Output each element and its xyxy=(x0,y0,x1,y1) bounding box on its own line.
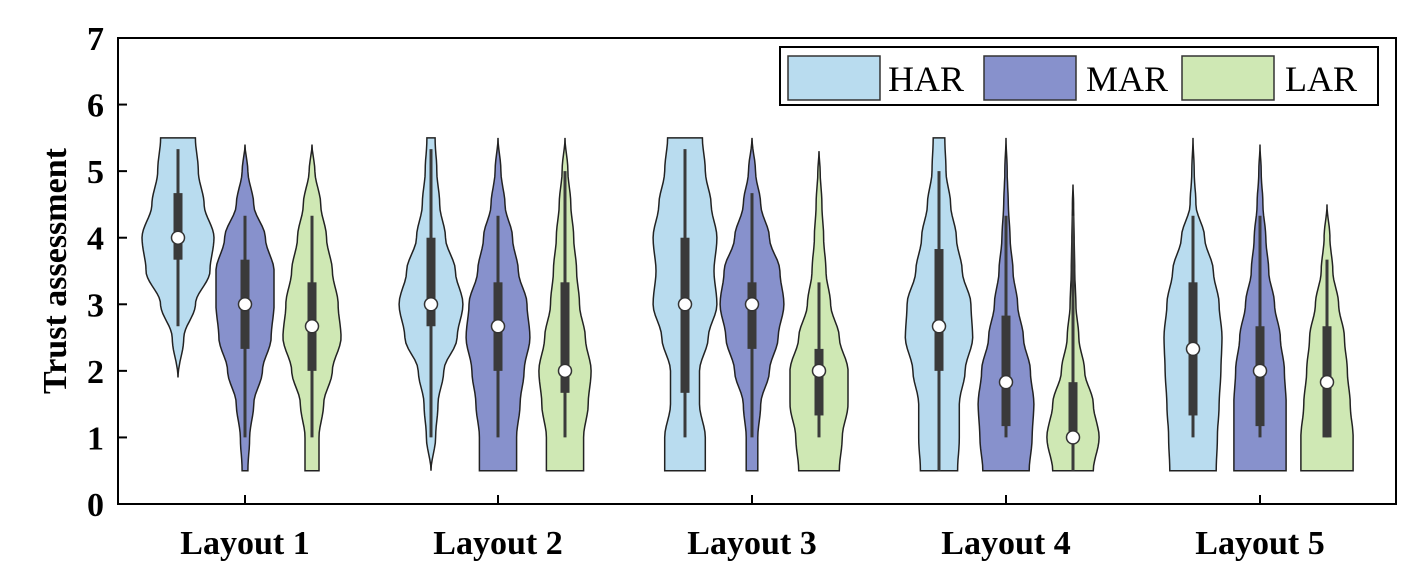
legend-swatch-lar xyxy=(1181,55,1275,101)
violin-median-point xyxy=(677,297,693,312)
violin-median-point xyxy=(304,319,320,334)
violin-median-point xyxy=(931,319,947,334)
x-category-label: Layout 3 xyxy=(687,525,816,562)
x-axis-categories: Layout 1 Layout 2 Layout 3 Layout 4 Layout 5 xyxy=(180,495,1325,562)
violins-layer xyxy=(141,137,1354,472)
x-category-label: Layout 2 xyxy=(433,525,562,562)
violin-median-point xyxy=(811,363,827,379)
x-category-label: Layout 1 xyxy=(180,525,309,562)
legend-label-lar: LAR xyxy=(1285,59,1357,99)
x-category-label: Layout 5 xyxy=(1195,525,1324,562)
legend-swatch-har xyxy=(787,55,881,101)
violin-iqr-box xyxy=(426,237,436,327)
violin-median-point xyxy=(1185,341,1201,357)
violin-iqr-box xyxy=(173,193,183,260)
y-tick-label: 1 xyxy=(87,420,104,457)
y-tick-label: 6 xyxy=(87,88,104,125)
legend-label-har: HAR xyxy=(888,59,964,99)
legend: HAR MAR LAR xyxy=(779,46,1379,106)
violin-median-point xyxy=(1065,430,1081,445)
y-tick-label: 7 xyxy=(87,21,104,58)
y-tick-label: 3 xyxy=(87,287,104,324)
y-axis-title: Trust assessment xyxy=(37,147,74,394)
violin-iqr-box xyxy=(1068,382,1078,438)
plot-frame xyxy=(117,37,1397,505)
violin-median-point xyxy=(423,297,439,312)
violin-median-point xyxy=(998,374,1014,390)
violin-median-point xyxy=(237,297,253,312)
y-tick-label: 0 xyxy=(87,487,104,524)
violin-median-point xyxy=(1252,363,1268,379)
x-category-label: Layout 4 xyxy=(941,525,1070,562)
y-axis-ticks: 0 1 2 3 4 5 6 7 xyxy=(87,21,127,524)
violin-iqr-box xyxy=(560,282,570,393)
violin-iqr-box xyxy=(680,237,690,393)
y-tick-label: 4 xyxy=(87,221,104,258)
violin-iqr-box xyxy=(814,348,824,416)
y-tick-label: 5 xyxy=(87,154,104,191)
violin-median-point xyxy=(557,363,573,379)
violin-iqr-box xyxy=(1001,315,1011,427)
violin-median-point xyxy=(170,230,186,245)
legend-swatch-mar xyxy=(983,55,1077,101)
violin-iqr-box xyxy=(747,282,757,349)
violin-iqr-box xyxy=(934,249,944,371)
violin-median-point xyxy=(744,297,760,312)
y-tick-label: 2 xyxy=(87,354,104,391)
violin-median-point xyxy=(1319,374,1335,390)
violin-median-point xyxy=(490,319,506,334)
legend-label-mar: MAR xyxy=(1086,59,1168,99)
